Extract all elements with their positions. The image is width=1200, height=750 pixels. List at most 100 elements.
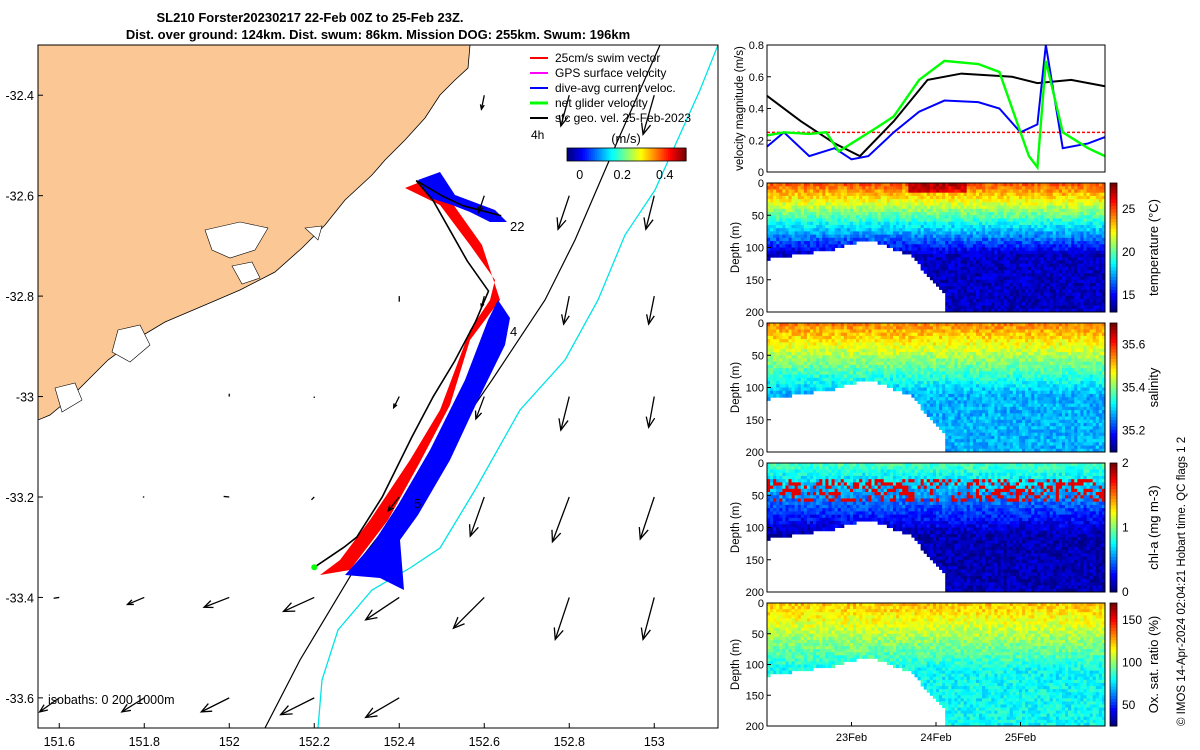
section-cell bbox=[1089, 208, 1094, 213]
section-cell bbox=[1074, 276, 1078, 281]
section-cell bbox=[926, 397, 931, 401]
section-cell bbox=[1061, 234, 1066, 239]
section-cell bbox=[1006, 215, 1011, 219]
section-cell bbox=[982, 250, 986, 255]
section-cell bbox=[942, 403, 946, 408]
section-cell bbox=[862, 237, 866, 242]
section-cell bbox=[917, 358, 922, 363]
section-cell bbox=[1068, 186, 1072, 190]
section-cell bbox=[865, 215, 869, 219]
section-cell bbox=[788, 355, 793, 359]
section-cell bbox=[963, 299, 968, 303]
section-cell bbox=[908, 377, 912, 382]
section-cell bbox=[883, 221, 888, 226]
section-cell bbox=[1061, 260, 1066, 265]
section-cell bbox=[806, 342, 811, 347]
section-cell bbox=[942, 397, 946, 401]
section-cell bbox=[960, 224, 965, 229]
section-cell bbox=[1037, 186, 1041, 190]
section-cell bbox=[911, 186, 915, 190]
section-cell bbox=[825, 332, 829, 337]
section-cell bbox=[1006, 218, 1011, 223]
geostrophic-arrow bbox=[364, 596, 400, 621]
section-cell bbox=[1065, 218, 1069, 223]
section-cell bbox=[825, 361, 829, 366]
section-cell bbox=[1043, 289, 1048, 294]
section-cell bbox=[816, 352, 820, 356]
section-cell bbox=[936, 390, 940, 395]
section-cell bbox=[945, 342, 949, 347]
section-cell bbox=[939, 371, 943, 376]
section-cell bbox=[825, 342, 829, 347]
section-cell bbox=[982, 308, 986, 313]
section-cell bbox=[871, 358, 876, 363]
section-cell bbox=[954, 282, 959, 287]
section-cell bbox=[779, 199, 783, 203]
section-cell bbox=[954, 192, 959, 197]
section-cell bbox=[862, 231, 866, 236]
section-cell bbox=[803, 218, 808, 223]
section-cell bbox=[846, 234, 851, 239]
section-cell bbox=[1046, 241, 1051, 245]
section-cell bbox=[779, 247, 783, 252]
section-cell bbox=[1052, 189, 1057, 194]
section-cell bbox=[782, 361, 786, 366]
section-cell bbox=[767, 247, 771, 252]
section-cell bbox=[800, 345, 805, 350]
section-cell bbox=[1006, 212, 1011, 216]
section-cell bbox=[816, 212, 820, 216]
section-cell bbox=[892, 208, 897, 213]
section-cell bbox=[794, 390, 799, 395]
section-cell bbox=[840, 241, 845, 245]
section-cell bbox=[1074, 250, 1078, 255]
section-cell bbox=[1031, 234, 1035, 239]
colorbar-cell bbox=[578, 148, 582, 161]
section-cell bbox=[865, 361, 869, 366]
section-cell bbox=[1089, 221, 1094, 226]
section-cell bbox=[840, 358, 845, 363]
section-cell bbox=[954, 276, 959, 281]
section-cell bbox=[1055, 292, 1060, 297]
section-cell bbox=[1101, 282, 1106, 287]
section-cell bbox=[1025, 260, 1029, 265]
section-cell bbox=[982, 215, 986, 219]
section-cell bbox=[1058, 286, 1063, 290]
section-cell bbox=[951, 308, 955, 313]
section-cell bbox=[963, 212, 968, 216]
section-cell bbox=[923, 329, 928, 334]
section-cell bbox=[982, 183, 986, 187]
section-cell bbox=[929, 358, 934, 363]
section-cell bbox=[776, 241, 780, 245]
section-cell bbox=[892, 361, 897, 366]
section-cell bbox=[988, 289, 992, 294]
section-cell bbox=[1012, 286, 1017, 290]
section-cell bbox=[782, 393, 786, 398]
section-cell bbox=[785, 364, 790, 369]
section-cell bbox=[770, 381, 774, 385]
section-cell bbox=[794, 228, 799, 232]
section-cell bbox=[972, 302, 977, 307]
section-cell bbox=[853, 371, 857, 376]
section-cell bbox=[969, 228, 974, 232]
section-cell bbox=[865, 339, 869, 343]
section-cell bbox=[794, 352, 799, 356]
section-cell bbox=[1006, 282, 1011, 287]
section-cell bbox=[782, 244, 786, 248]
section-cell bbox=[914, 234, 919, 239]
section-cell bbox=[1101, 270, 1106, 274]
section-cell bbox=[1055, 189, 1060, 194]
section-cell bbox=[908, 192, 912, 197]
section-cell bbox=[831, 384, 836, 388]
section-cell bbox=[779, 390, 783, 395]
section-cell bbox=[803, 221, 808, 226]
section-cell bbox=[1012, 276, 1017, 281]
section-cell bbox=[773, 332, 777, 337]
section-cell bbox=[843, 335, 848, 340]
section-cell bbox=[810, 250, 814, 255]
section-cell bbox=[1055, 195, 1060, 200]
section-cell bbox=[1037, 276, 1041, 281]
section-cell bbox=[1052, 302, 1057, 307]
section-cell bbox=[963, 302, 968, 307]
section-cell bbox=[837, 364, 842, 369]
section-cell bbox=[923, 381, 928, 385]
